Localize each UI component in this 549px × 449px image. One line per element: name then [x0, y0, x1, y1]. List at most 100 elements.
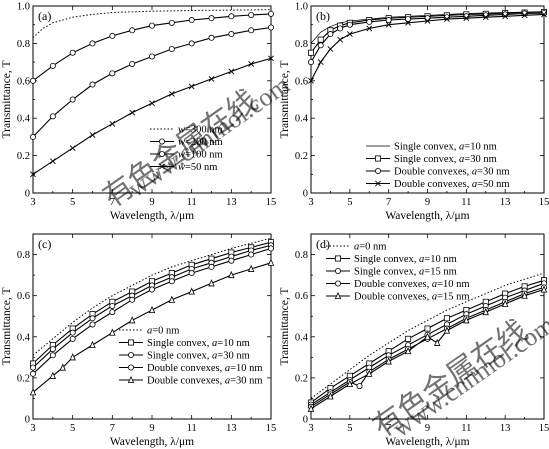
- panel-a-legend-marker: [159, 163, 165, 170]
- panel-b-series-3-point: [385, 17, 392, 24]
- panel-a-series-2-point: [109, 32, 116, 39]
- panel-b-series-2-point: [307, 49, 314, 56]
- panel-d-ytick-label: 0.6: [295, 291, 308, 302]
- panel-a-series-4-point: [89, 132, 96, 138]
- panel-c-ytick-label: 0: [25, 415, 30, 426]
- panel-a-legend-entry: w=300 nm: [178, 125, 223, 136]
- panel-a-series-2: [29, 10, 274, 84]
- panel-c-legend-entry: Double convexes, a=30 nm: [147, 376, 263, 387]
- panel-c-xtick-label: 13: [226, 423, 237, 434]
- panel-a-series-2-point: [89, 40, 96, 47]
- panel-a-series-4: [30, 55, 274, 178]
- panel-a-series-3-point: [89, 81, 96, 88]
- panel-d-xlabel: Wavelength, λ/μm: [385, 436, 469, 448]
- panel-c-series-5-point: [208, 279, 215, 287]
- panel-d-series-5: [307, 285, 548, 412]
- panel-d-label: (d): [316, 237, 330, 251]
- panel-c-legend-marker: [127, 339, 134, 346]
- panel-a-series-4-point: [149, 100, 155, 107]
- panel-b-legend-entry: Double convexes, a=50 nm: [394, 179, 510, 190]
- panel-d-series-2-point: [424, 325, 431, 332]
- panel-c-ytick-label: 0.8: [17, 250, 30, 261]
- panel-d-ylabel: Transmittance, T: [279, 288, 291, 366]
- panel-c-series-5-point: [89, 340, 96, 349]
- panel-a-xtick-label: 7: [110, 197, 115, 208]
- panel-a-series-2-point: [148, 22, 155, 29]
- panel-d-xtick-label: 7: [386, 423, 391, 434]
- panel-d-series-5-point: [404, 346, 412, 355]
- panel-c-series-4-point: [208, 263, 215, 270]
- panel-c-series-4-point: [49, 352, 56, 359]
- panel-c: 3 5 7 9 11 13 15 0 0.2 0.4 0.6 0.8 Wavelength, λ/μm T…: [1, 233, 277, 448]
- panel-c-series-4-point: [168, 278, 175, 285]
- panel-c-series-4-point: [228, 257, 235, 264]
- panel-d-series-2-point: [443, 315, 450, 322]
- panel-c-legend-entry: a=0 nm: [147, 326, 179, 337]
- panel-b-ylabel: Transmittance, T: [279, 61, 291, 139]
- panel-d-xtick-label: 15: [539, 423, 549, 434]
- panel-d-series-5-point: [327, 392, 334, 400]
- panel-a-series-2-point: [69, 49, 76, 56]
- panel-c-series-4: [29, 245, 274, 377]
- panel-a-ylabel: Transmittance, T: [1, 61, 13, 139]
- panel-a-legend-marker: [158, 138, 165, 145]
- panel-b-xtick-label: 5: [347, 197, 352, 208]
- panel-b-xtick-label: 9: [425, 197, 430, 208]
- panel-c-series-2: [29, 239, 274, 367]
- panel-a-ytick-label: 0.6: [17, 76, 30, 87]
- panel-c-series-4-point: [69, 335, 76, 342]
- panel-d-xtick-label: 3: [308, 423, 313, 434]
- panel-c-series-5-point: [148, 305, 156, 314]
- panel-b-ytick-label: 0.4: [295, 114, 309, 125]
- panel-a-series-3-point: [228, 31, 235, 38]
- panel-b-series-4-point: [346, 31, 353, 37]
- panel-c-ylabel: Transmittance, T: [1, 288, 13, 366]
- panel-d-legend-marker: [334, 267, 341, 274]
- panel-d-ytick-label: 0: [303, 415, 308, 426]
- panel-d-series-5-point: [385, 357, 392, 365]
- panel-a-legend-entry: w=100 nm: [178, 150, 223, 161]
- panel-b-series-4: [308, 11, 547, 84]
- panel-c-xtick-label: 7: [110, 423, 115, 434]
- panel-a-xtick-label: 5: [70, 197, 75, 208]
- panel-a: 3 5 7 9 11 13 15 0 0.2 0.4 0.6 0.8 1.0 Wavelength, λ/…: [1, 2, 276, 223]
- panel-c-legend-marker: [127, 351, 134, 358]
- panel-c-series-4-point: [267, 245, 274, 252]
- panel-a-label: (a): [38, 9, 51, 23]
- panel-c-xtick-label: 15: [266, 423, 277, 434]
- panel-c-series-1-line: [32, 237, 272, 356]
- panel-b-ytick-label: 1.0: [295, 2, 308, 13]
- panel-a-legend: w=300 nmw=200 nm w=100 nmw=50 nm: [150, 125, 223, 173]
- panel-a-series-4-point: [129, 109, 136, 116]
- panel-b-series-3-point: [346, 21, 353, 28]
- panel-b-series-4-point: [521, 12, 528, 19]
- panel-a-series-3-point: [29, 133, 36, 140]
- panel-a-series-4-point: [188, 83, 195, 90]
- panel-b-legend-marker: [375, 180, 381, 187]
- panel-c-series-3-point: [89, 315, 96, 322]
- panel-c-label: (c): [38, 237, 51, 251]
- panel-a-series-4-point: [248, 61, 255, 67]
- panel-b-legend-entry: Double convexes, a=30 nm: [394, 167, 510, 178]
- panel-d-series-5-point: [482, 307, 489, 316]
- panel-a-series-4-point: [49, 158, 56, 165]
- panel-c-ytick-label: 0.4: [17, 332, 31, 343]
- panel-c-series-4-point: [129, 296, 136, 303]
- panel-b-series-4-point: [327, 46, 334, 52]
- panel-a-ytick-label: 1.0: [17, 2, 30, 13]
- panel-b-series-3-point: [424, 15, 431, 22]
- panel-a-series-2-point: [228, 13, 235, 20]
- panel-c-series-5-point: [29, 388, 37, 396]
- panel-a-series-4-point: [69, 145, 76, 152]
- panel-d-legend-marker: [334, 291, 342, 300]
- panel-a-ytick-label: 0: [25, 189, 30, 200]
- panel-c-series-3-point: [29, 364, 36, 371]
- panel-d-series-5-point: [346, 379, 354, 388]
- panel-a-series-3-point: [168, 46, 175, 53]
- panel-a-series-3: [29, 24, 274, 140]
- panel-a-series-2-point: [49, 62, 56, 69]
- watermark: 有色金属在线 www.cnnmol.com 有色金属在线 www.cnnmol.…: [97, 70, 549, 444]
- panel-a-series-3-point: [208, 34, 215, 41]
- panel-d-xtick-label: 11: [461, 423, 471, 434]
